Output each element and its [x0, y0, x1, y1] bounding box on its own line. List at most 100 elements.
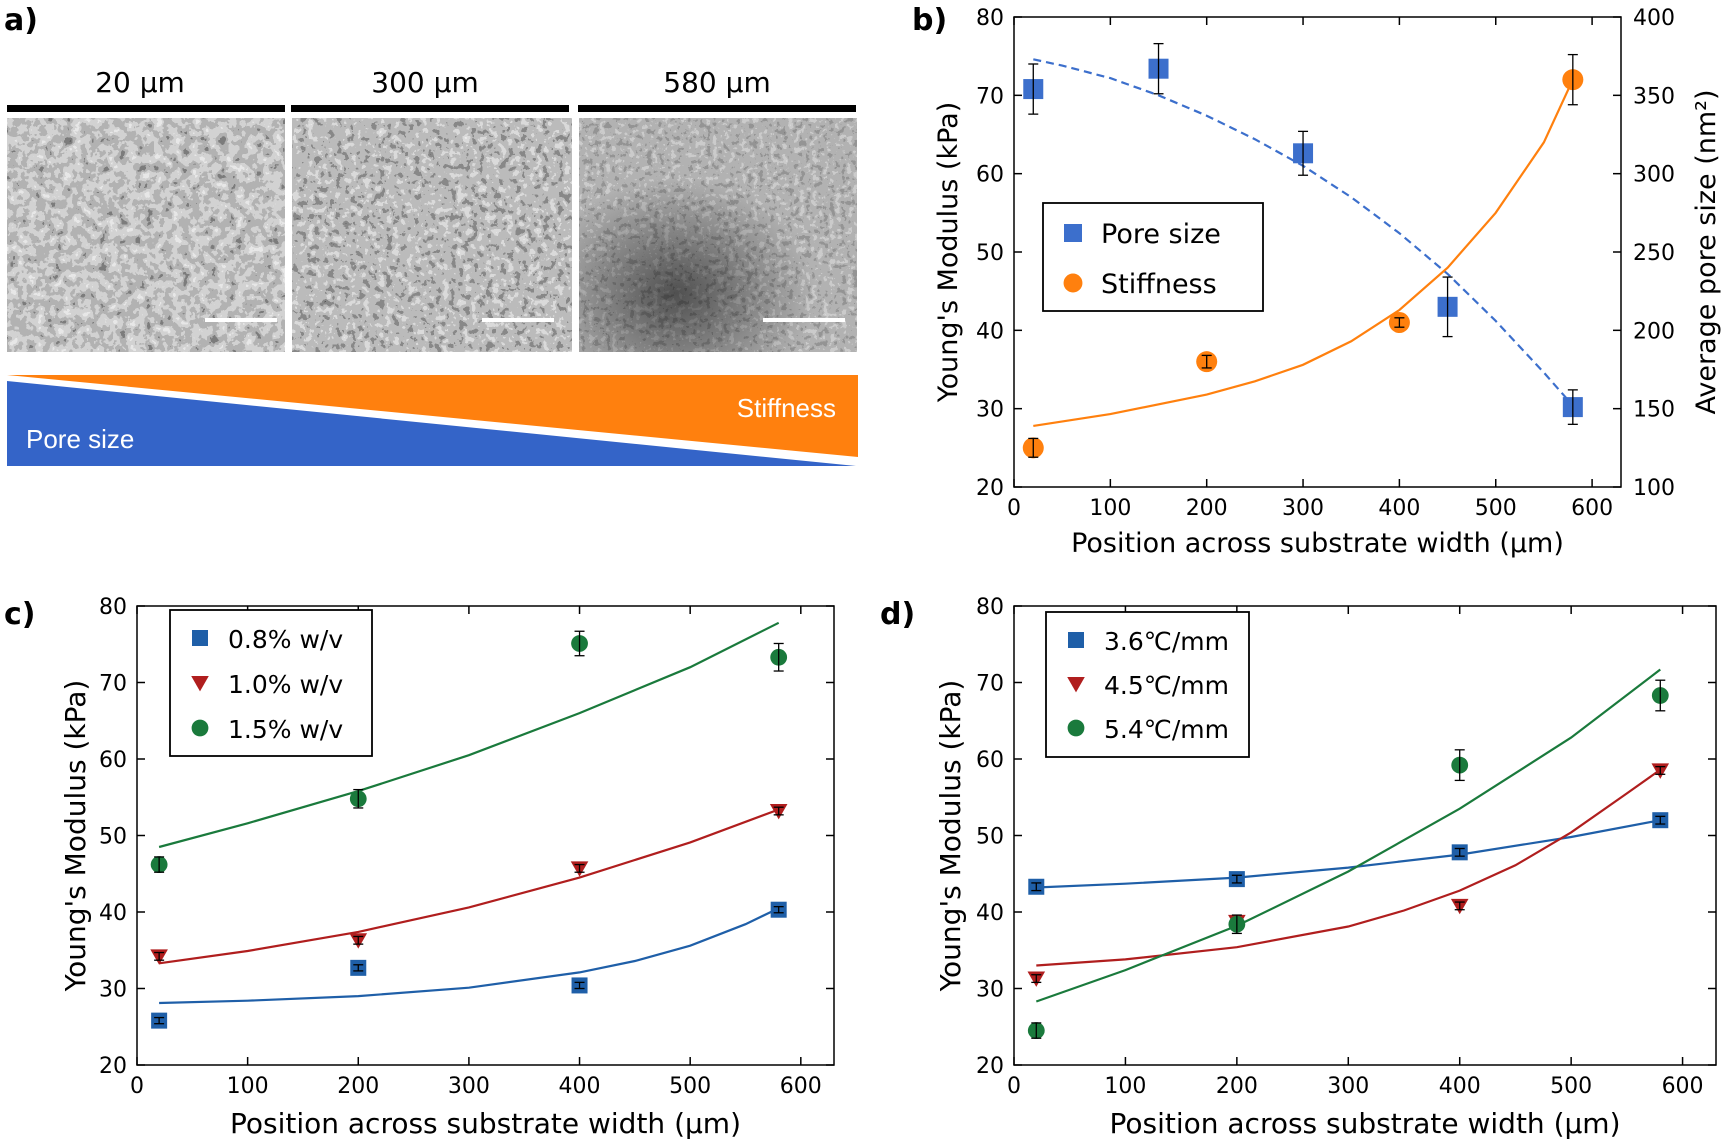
x-tick-label: 400 — [559, 1074, 601, 1099]
y2-tick-label: 350 — [1633, 84, 1675, 109]
legend-frame — [1042, 202, 1264, 312]
series-1-0-w-v — [150, 803, 788, 965]
stiffness-label: Stiffness — [737, 393, 836, 423]
legend-label: 5.4℃/mm — [1104, 715, 1229, 744]
fit-line — [159, 907, 780, 1005]
y-tick-label: 50 — [976, 825, 1004, 850]
y2-tick-label: 400 — [1633, 6, 1675, 31]
legend-marker — [1064, 224, 1082, 242]
fit-line — [1036, 819, 1661, 889]
y-tick-label: 60 — [99, 748, 127, 773]
x-tick-label: 0 — [130, 1074, 144, 1099]
x-tick-label: 100 — [1089, 496, 1131, 521]
legend-label: 3.6℃/mm — [1104, 627, 1229, 656]
x-tick-label: 200 — [1186, 496, 1228, 521]
panel-b: b) 0 100 200 300 400 500 600 20 30 40 50 60 70 80 100 15… — [912, 3, 1722, 559]
y-tick-label: 40 — [976, 319, 1004, 344]
y-tick-label: 50 — [99, 825, 127, 850]
legend-label: Stiffness — [1101, 269, 1217, 300]
legend-label: 4.5℃/mm — [1104, 671, 1229, 700]
x-tick-label: 500 — [669, 1074, 711, 1099]
legend-marker — [1068, 632, 1084, 648]
y-tick-label: 30 — [99, 978, 127, 1003]
legend-marker — [1063, 273, 1083, 293]
legend-label: 1.5% w/v — [228, 715, 343, 744]
panel-a: a) 20 μm 300 μm 580 μm Pore size Stiffne… — [4, 3, 858, 466]
y-axis-label: Young's Modulus (kPa) — [933, 102, 964, 404]
y2-tick-label: 200 — [1633, 319, 1675, 344]
x-tick-label: 200 — [337, 1074, 379, 1099]
sem-title-580um: 580 μm — [663, 66, 770, 99]
legend-label: 0.8% w/v — [228, 625, 343, 654]
sem-title-300um: 300 μm — [371, 66, 478, 99]
y-tick-label: 20 — [99, 1054, 127, 1079]
sem-title-20um: 20 μm — [95, 66, 185, 99]
x-tick-label: 300 — [448, 1074, 490, 1099]
x-tick-label: 0 — [1007, 1074, 1021, 1099]
series-5-4-mm — [1027, 668, 1669, 1039]
x-tick-label: 200 — [1216, 1074, 1258, 1099]
y-axis-label: Young's Modulus (kPa) — [934, 680, 967, 993]
x-axis-label: Position across substrate width (μm) — [1109, 1107, 1620, 1140]
fit-line — [158, 621, 780, 849]
y-tick-label: 80 — [976, 595, 1004, 620]
sem-scale-header-bar-1 — [7, 105, 285, 112]
x-tick-label: 300 — [1327, 1074, 1369, 1099]
x-tick-label: 600 — [1571, 496, 1613, 521]
x-tick-label: 400 — [1378, 496, 1420, 521]
panel-b-label: b) — [912, 3, 947, 38]
y-tick-label: 30 — [976, 398, 1004, 423]
legend-marker — [191, 719, 209, 737]
y-tick-label: 70 — [99, 672, 127, 697]
y-axis-label: Young's Modulus (kPa) — [59, 680, 92, 993]
scale-bar — [763, 318, 845, 322]
x-tick-label: 300 — [1282, 496, 1324, 521]
legend-label: Pore size — [1101, 219, 1221, 250]
y2-tick-label: 150 — [1633, 398, 1675, 423]
y2-tick-label: 250 — [1633, 241, 1675, 266]
series-pore-size — [1023, 42, 1583, 425]
x-tick-label: 500 — [1475, 496, 1517, 521]
sem-scale-header-bar-3 — [578, 105, 856, 112]
series-4-5-mm — [1027, 763, 1670, 987]
panel-a-label: a) — [4, 3, 38, 38]
y-tick-label: 40 — [99, 901, 127, 926]
fit-line — [1033, 79, 1574, 427]
sem-image-20um — [7, 118, 285, 352]
series-0-8-w-v — [151, 901, 787, 1029]
sem-image-580um — [579, 118, 857, 352]
x-tick-label: 0 — [1007, 496, 1021, 521]
y-tick-label: 50 — [976, 241, 1004, 266]
y-tick-label: 70 — [976, 84, 1004, 109]
sem-image-300um — [292, 118, 572, 352]
y-tick-label: 70 — [976, 672, 1004, 697]
x-tick-label: 100 — [1104, 1074, 1146, 1099]
sem-scale-header-bar-2 — [291, 105, 569, 112]
y-tick-label: 30 — [976, 978, 1004, 1003]
fit-line — [158, 808, 780, 965]
legend: 0.8% w/v 1.0% w/v 1.5% w/v — [169, 609, 373, 757]
y-tick-label: 80 — [976, 6, 1004, 31]
y-tick-label: 20 — [976, 1054, 1004, 1079]
x-tick-label: 100 — [227, 1074, 269, 1099]
fit-line — [1036, 768, 1661, 967]
y2-axis-label: Average pore size (nm²) — [1691, 89, 1722, 414]
legend-marker — [1067, 719, 1085, 737]
x-tick-label: 600 — [1662, 1074, 1704, 1099]
panel-d-label: d) — [880, 597, 915, 632]
y-tick-label: 20 — [976, 476, 1004, 501]
x-tick-label: 600 — [780, 1074, 822, 1099]
panel-c: c) 0 100 200 300 400 500 600 20 30 40 50 60 70 80 Posit… — [4, 595, 835, 1140]
panel-c-label: c) — [4, 597, 36, 632]
series-3-6-mm — [1028, 812, 1669, 895]
y-tick-label: 60 — [976, 748, 1004, 773]
legend-marker — [191, 675, 209, 692]
y2-tick-label: 100 — [1633, 476, 1675, 501]
series-stiffness — [1022, 53, 1584, 459]
legend-label: 1.0% w/v — [228, 670, 343, 699]
scale-bar — [482, 318, 554, 322]
x-axis-label: Position across substrate width (μm) — [1071, 528, 1564, 559]
legend: 3.6℃/mm 4.5℃/mm 5.4℃/mm — [1045, 611, 1250, 758]
y-tick-label: 60 — [976, 163, 1004, 188]
x-axis-label: Position across substrate width (μm) — [230, 1107, 741, 1140]
